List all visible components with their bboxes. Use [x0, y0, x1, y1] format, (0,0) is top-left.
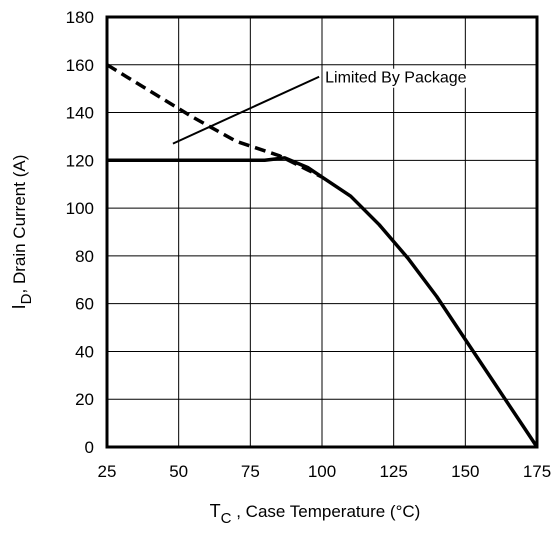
y-tick-label: 140 [66, 104, 94, 123]
x-tick-label: 25 [98, 462, 117, 481]
y-tick-label: 120 [66, 151, 94, 170]
annotation-label: Limited By Package [325, 70, 467, 87]
y-tick-label: 180 [66, 8, 94, 27]
annotation-group: Limited By Package [172, 68, 469, 145]
y-axis-label-main: I [9, 304, 29, 309]
x-axis-label: TC , Case Temperature (°C) [210, 501, 421, 527]
x-tick-label: 150 [451, 462, 479, 481]
grid [106, 16, 538, 448]
plot-frame [105, 15, 539, 449]
y-tick-label: 0 [85, 438, 94, 457]
x-tick-label: 100 [308, 462, 336, 481]
y-tick-label: 20 [75, 390, 94, 409]
tick-labels: 25 50 75 100 125 150 175 0 20 40 60 80 100 120 140 160 1… [66, 8, 552, 481]
y-tick-label: 40 [75, 342, 94, 361]
series-line-solid [107, 156, 539, 448]
annotation-leader-line [172, 75, 320, 145]
y-tick-label: 60 [75, 295, 94, 314]
annotation-label-background [323, 68, 469, 88]
y-tick-label: 100 [66, 199, 94, 218]
x-tick-label: 75 [241, 462, 260, 481]
x-tick-label: 125 [379, 462, 407, 481]
series-line-dashed [106, 63, 323, 179]
y-axis-label-sub: D [18, 293, 35, 304]
x-axis-label-rest: , Case Temperature (°C) [232, 502, 421, 521]
y-axis-label: ID, Drain Current (A) [9, 155, 35, 310]
x-tick-label: 50 [169, 462, 188, 481]
y-tick-label: 160 [66, 56, 94, 75]
x-axis-label-sub: C [221, 510, 232, 527]
y-axis-label-rest: , Drain Current (A) [10, 155, 29, 294]
x-tick-label: 175 [523, 462, 551, 481]
y-tick-label: 80 [75, 247, 94, 266]
x-axis-label-main: T [210, 501, 221, 521]
series-group [106, 63, 539, 448]
